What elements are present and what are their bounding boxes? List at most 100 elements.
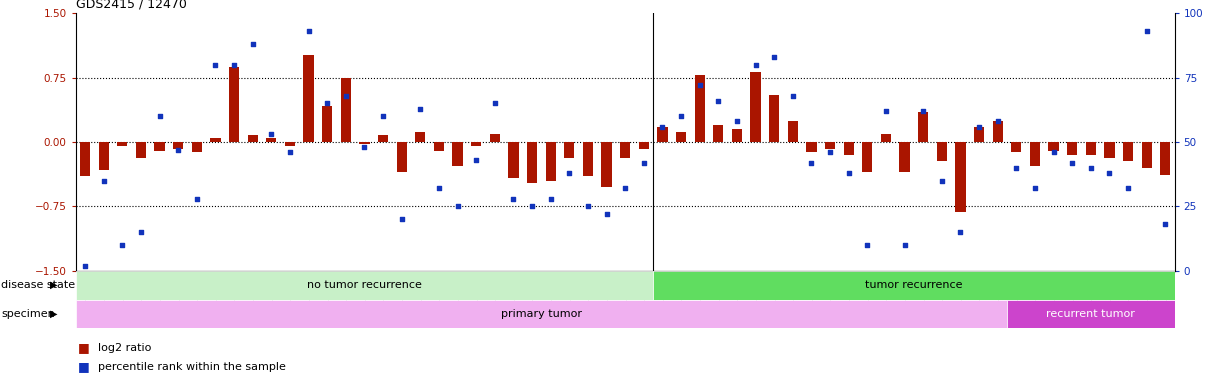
Bar	[284, 142, 295, 146]
Bar	[653, 271, 1175, 300]
Point	[839, 170, 858, 176]
Bar	[1085, 142, 1096, 155]
Point	[317, 100, 337, 106]
Point	[466, 157, 486, 163]
Bar	[248, 135, 258, 142]
Point	[764, 54, 784, 60]
Bar	[453, 142, 463, 166]
Bar	[1011, 142, 1022, 152]
Point	[672, 113, 691, 119]
Point	[1006, 165, 1026, 171]
Bar	[322, 106, 332, 142]
Point	[615, 185, 635, 192]
Point	[597, 211, 617, 217]
Point	[280, 149, 299, 156]
Text: primary tumor: primary tumor	[501, 309, 582, 319]
Point	[354, 144, 374, 150]
Point	[503, 195, 523, 202]
Bar	[117, 142, 127, 146]
Point	[1062, 160, 1082, 166]
Bar	[880, 134, 891, 142]
Point	[261, 131, 281, 137]
Bar	[1049, 142, 1059, 151]
Point	[131, 229, 150, 235]
Point	[485, 100, 504, 106]
Bar	[1104, 142, 1115, 157]
Point	[559, 170, 579, 176]
Bar	[695, 75, 705, 142]
Point	[690, 83, 709, 89]
Bar	[397, 142, 407, 172]
Bar	[731, 129, 742, 142]
Text: ■: ■	[78, 360, 90, 373]
Point	[1044, 149, 1063, 156]
Point	[392, 216, 411, 222]
Text: ▶: ▶	[50, 280, 57, 290]
Bar	[657, 127, 668, 142]
Bar	[602, 142, 612, 187]
Point	[374, 113, 393, 119]
Bar	[974, 127, 984, 142]
Bar	[508, 142, 519, 178]
Point	[336, 93, 355, 99]
Point	[187, 195, 206, 202]
Text: GDS2415 / 12470: GDS2415 / 12470	[76, 0, 187, 11]
Bar	[769, 95, 779, 142]
Bar	[379, 135, 388, 142]
Bar	[1160, 142, 1171, 175]
Text: ■: ■	[78, 341, 90, 354]
Bar	[79, 142, 90, 176]
Bar	[76, 300, 1007, 328]
Bar	[210, 138, 221, 142]
Point	[728, 118, 747, 124]
Point	[448, 204, 468, 210]
Bar	[471, 142, 481, 146]
Point	[1100, 170, 1120, 176]
Bar	[303, 55, 314, 142]
Point	[895, 242, 915, 248]
Bar	[862, 142, 872, 172]
Point	[112, 242, 132, 248]
Bar	[900, 142, 910, 172]
Bar	[1007, 300, 1175, 328]
Point	[1026, 185, 1045, 192]
Bar	[1067, 142, 1077, 155]
Bar	[844, 142, 853, 155]
Point	[94, 177, 114, 184]
Point	[969, 124, 989, 130]
Bar	[751, 72, 761, 142]
Bar	[676, 132, 686, 142]
Bar	[415, 132, 425, 142]
Bar	[582, 142, 593, 176]
Point	[410, 106, 430, 112]
Point	[802, 160, 822, 166]
Bar	[341, 78, 350, 142]
Bar	[266, 138, 276, 142]
Point	[634, 160, 653, 166]
Bar	[639, 142, 648, 149]
Bar	[228, 66, 239, 142]
Point	[523, 204, 542, 210]
Bar	[825, 142, 835, 149]
Point	[243, 41, 263, 47]
Text: tumor recurrence: tumor recurrence	[866, 280, 962, 290]
Point	[76, 263, 95, 269]
Text: recurrent tumor: recurrent tumor	[1046, 309, 1136, 319]
Bar	[546, 142, 556, 180]
Point	[653, 124, 673, 130]
Point	[150, 113, 170, 119]
Point	[541, 195, 560, 202]
Bar	[490, 134, 499, 142]
Point	[168, 147, 188, 153]
Bar	[359, 142, 370, 144]
Point	[988, 118, 1007, 124]
Bar	[192, 142, 201, 152]
Bar	[136, 142, 147, 157]
Text: log2 ratio: log2 ratio	[98, 343, 151, 353]
Point	[1137, 28, 1156, 35]
Point	[1081, 165, 1100, 171]
Bar	[620, 142, 630, 157]
Point	[225, 62, 244, 68]
Bar	[993, 121, 1002, 142]
Bar	[1029, 142, 1040, 166]
